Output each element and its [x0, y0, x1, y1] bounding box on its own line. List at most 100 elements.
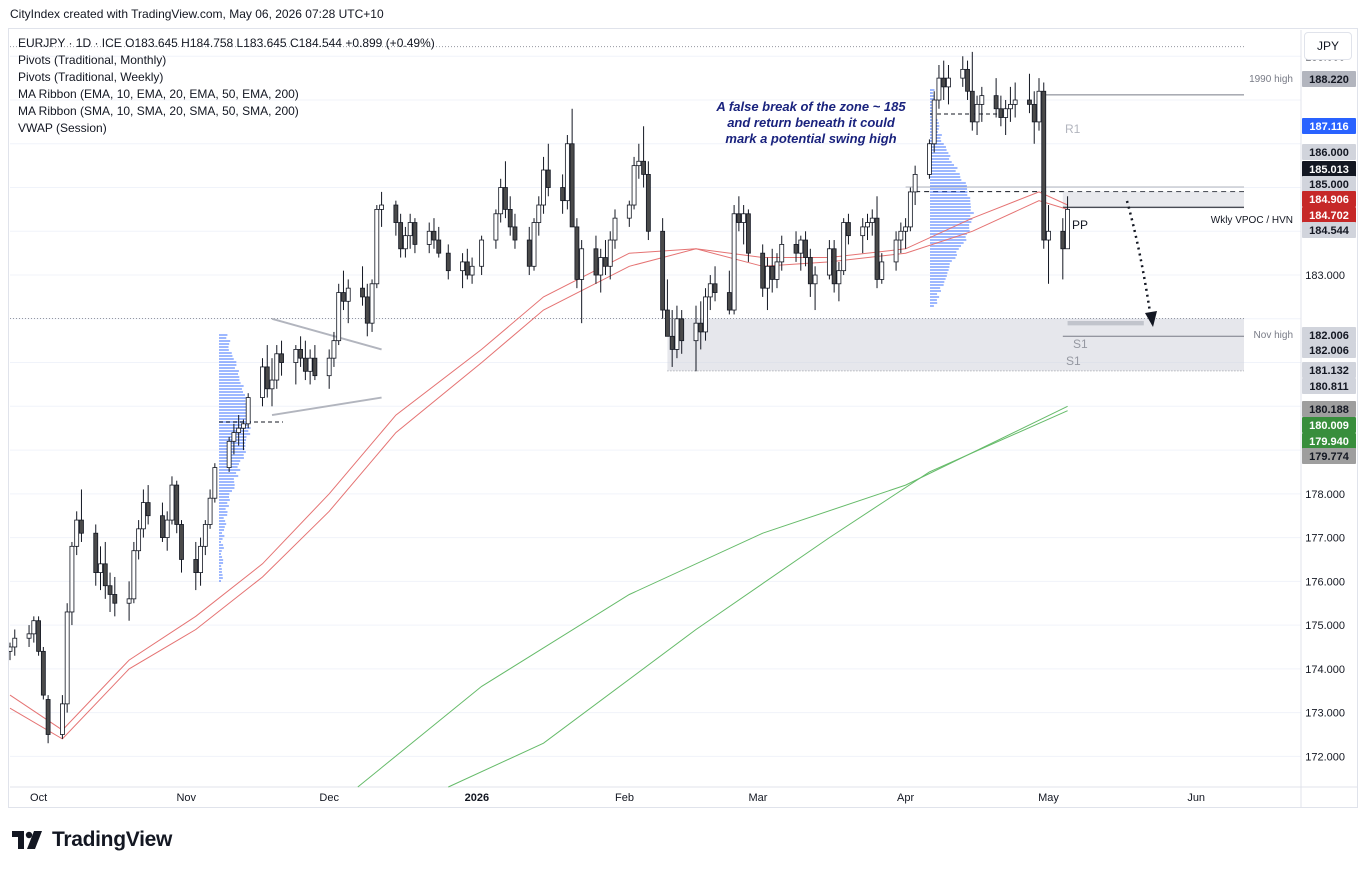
candle[interactable] [227, 437, 231, 472]
candle[interactable] [194, 542, 198, 590]
indicator-ema-ribbon[interactable]: MA Ribbon (EMA, 10, EMA, 20, EMA, 50, EM… [18, 86, 435, 103]
candle[interactable] [532, 218, 536, 271]
candle[interactable] [394, 201, 398, 236]
candle[interactable] [827, 240, 831, 279]
candle[interactable] [842, 218, 846, 275]
candle[interactable] [865, 214, 869, 240]
candle[interactable] [32, 616, 36, 642]
candle[interactable] [832, 240, 836, 293]
candle[interactable] [141, 489, 145, 537]
candle[interactable] [127, 581, 131, 620]
candle[interactable] [408, 214, 412, 249]
candle[interactable] [603, 240, 607, 275]
candle[interactable] [380, 192, 384, 227]
candle[interactable] [260, 358, 264, 406]
candle[interactable] [942, 61, 946, 100]
candle[interactable] [337, 284, 341, 345]
candle[interactable] [208, 489, 212, 528]
candle[interactable] [179, 520, 183, 573]
candle[interactable] [327, 349, 331, 388]
candle[interactable] [932, 91, 936, 152]
candle[interactable] [565, 135, 569, 209]
candle[interactable] [637, 144, 641, 179]
candle[interactable] [1008, 87, 1012, 122]
candle[interactable] [627, 201, 631, 227]
candle[interactable] [341, 271, 345, 310]
candle[interactable] [899, 223, 903, 254]
candle[interactable] [975, 96, 979, 135]
candle[interactable] [770, 249, 774, 293]
candle[interactable] [370, 279, 374, 332]
candle[interactable] [170, 476, 174, 524]
candle[interactable] [646, 161, 650, 240]
candle[interactable] [275, 345, 279, 389]
candle[interactable] [160, 503, 164, 542]
candle[interactable] [375, 205, 379, 288]
candle[interactable] [146, 485, 150, 524]
candle[interactable] [537, 196, 541, 235]
candle[interactable] [599, 249, 603, 293]
candle[interactable] [913, 166, 917, 205]
candle[interactable] [461, 253, 465, 288]
candle[interactable] [41, 647, 45, 700]
candle[interactable] [904, 218, 908, 249]
candle[interactable] [113, 577, 117, 616]
candle[interactable] [1037, 78, 1041, 131]
indicator-vwap[interactable]: VWAP (Session) [18, 120, 435, 137]
candle[interactable] [37, 616, 41, 655]
candle[interactable] [665, 279, 669, 336]
candle[interactable] [961, 56, 965, 87]
candle[interactable] [980, 87, 984, 122]
candle[interactable] [246, 393, 250, 428]
candle[interactable] [1032, 91, 1036, 144]
candle[interactable] [875, 196, 879, 288]
candle[interactable] [1027, 74, 1031, 113]
candle[interactable] [303, 341, 307, 380]
candle[interactable] [503, 161, 507, 218]
candle[interactable] [465, 249, 469, 280]
candle[interactable] [494, 209, 498, 248]
candle[interactable] [213, 463, 217, 502]
candle[interactable] [1047, 205, 1051, 284]
candle[interactable] [580, 240, 584, 323]
candle[interactable] [608, 231, 612, 279]
candle[interactable] [413, 218, 417, 253]
candle[interactable] [1013, 83, 1017, 118]
candle[interactable] [203, 520, 207, 555]
candle[interactable] [137, 520, 141, 559]
candle[interactable] [60, 695, 64, 739]
candle[interactable] [804, 231, 808, 266]
candle[interactable] [175, 481, 179, 534]
candle[interactable] [880, 253, 884, 284]
candle[interactable] [746, 209, 750, 262]
candle[interactable] [775, 253, 779, 288]
candle[interactable] [732, 205, 736, 314]
candle[interactable] [265, 345, 269, 398]
candle[interactable] [575, 218, 579, 288]
candle[interactable] [594, 236, 598, 284]
price-chart[interactable]: 1990 high Nov high Wkly VPOC / HVN PP S1 S1 R1… [9, 29, 1357, 807]
candle[interactable] [499, 179, 503, 223]
candle[interactable] [132, 542, 136, 603]
candle[interactable] [813, 266, 817, 310]
candle[interactable] [294, 345, 298, 384]
candle[interactable] [613, 209, 617, 248]
candle[interactable] [46, 695, 50, 743]
indicator-sma-ribbon[interactable]: MA Ribbon (SMA, 10, SMA, 20, SMA, 50, SM… [18, 103, 435, 120]
symbol-info[interactable]: EURJPY · 1D · ICE O183.645 H184.758 L183… [18, 35, 435, 52]
candle[interactable] [708, 275, 712, 310]
candle[interactable] [75, 511, 79, 555]
tradingview-logo[interactable]: TradingView [12, 828, 172, 852]
candle[interactable] [99, 546, 103, 590]
candle[interactable] [632, 157, 636, 210]
indicator-monthly-pivots[interactable]: Pivots (Traditional, Monthly) [18, 52, 435, 69]
candle[interactable] [103, 542, 107, 599]
candle[interactable] [970, 52, 974, 131]
candle[interactable] [927, 139, 931, 178]
candle[interactable] [937, 65, 941, 109]
candle[interactable] [994, 78, 998, 117]
candle[interactable] [527, 227, 531, 275]
candle[interactable] [561, 174, 565, 213]
indicator-weekly-pivots[interactable]: Pivots (Traditional, Weekly) [18, 69, 435, 86]
candle[interactable] [13, 629, 17, 655]
